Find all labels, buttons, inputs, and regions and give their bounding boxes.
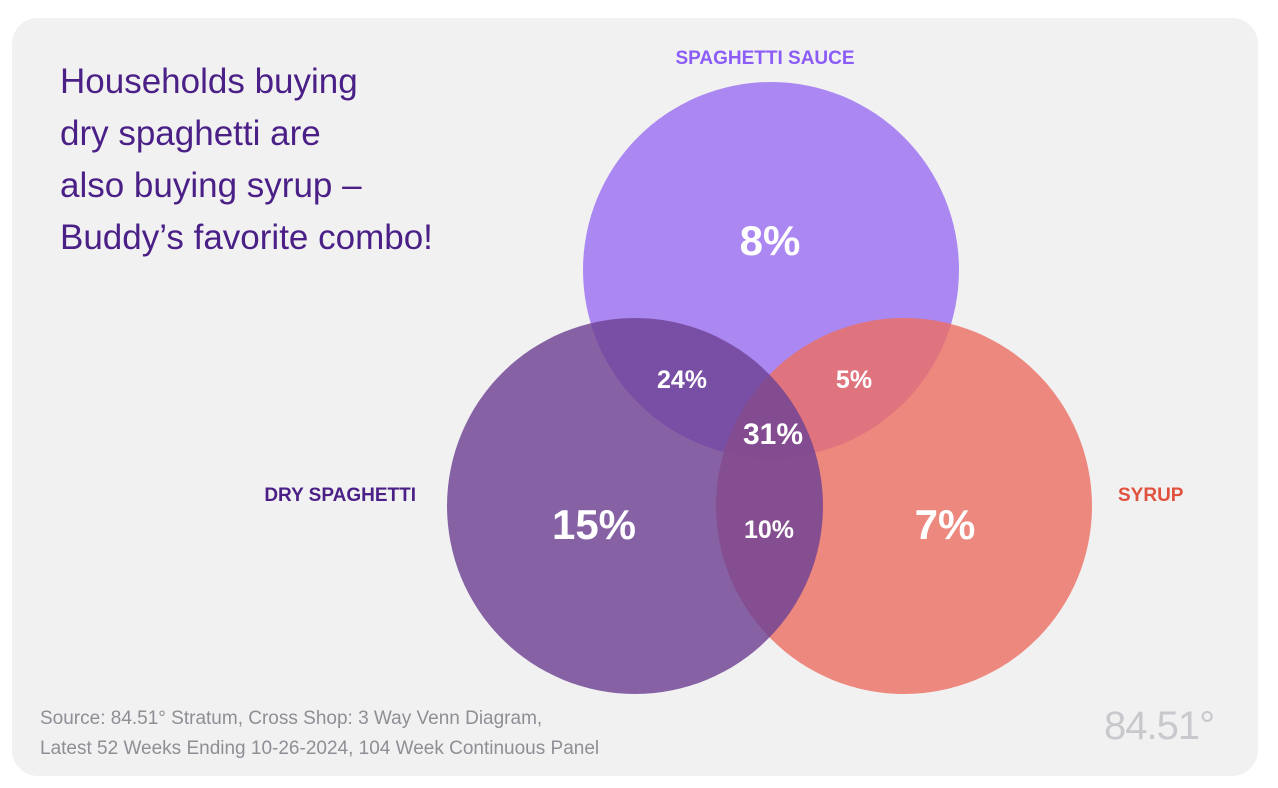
value-sauce-only: 8%	[740, 217, 801, 264]
label-spaghetti-sauce: SPAGHETTI SAUCE	[675, 48, 854, 69]
value-dry-syrup: 10%	[744, 516, 794, 544]
source-note: Source: 84.51° Stratum, Cross Shop: 3 Wa…	[40, 704, 599, 764]
value-syrup-only: 7%	[915, 501, 976, 548]
value-sauce-syrup: 5%	[836, 366, 872, 394]
value-sauce-dry: 24%	[657, 366, 707, 394]
headline: Households buying dry spaghetti are also…	[60, 56, 530, 264]
value-dry-only: 15%	[552, 501, 636, 548]
circle-dry-spaghetti	[447, 318, 823, 694]
headline-line-3: also buying syrup –	[60, 166, 362, 205]
headline-line-1: Households buying	[60, 62, 358, 101]
label-dry-spaghetti: DRY SPAGHETTI	[264, 485, 416, 506]
source-line-2: Latest 52 Weeks Ending 10-26-2024, 104 W…	[40, 738, 600, 759]
circle-syrup	[716, 318, 1092, 694]
headline-line-4: Buddy’s favorite combo!	[60, 218, 433, 257]
label-syrup: SYRUP	[1118, 485, 1184, 506]
brand-logo: 84.51°	[1104, 704, 1215, 748]
source-line-1: Source: 84.51° Stratum, Cross Shop: 3 Wa…	[40, 708, 543, 729]
venn-diagram: SPAGHETTI SAUCE DRY SPAGHETTI SYRUP 8% 1…	[264, 48, 1184, 694]
headline-line-2: dry spaghetti are	[60, 114, 321, 153]
infographic-card: Households buying dry spaghetti are also…	[12, 18, 1258, 776]
value-all-three: 31%	[743, 418, 803, 451]
